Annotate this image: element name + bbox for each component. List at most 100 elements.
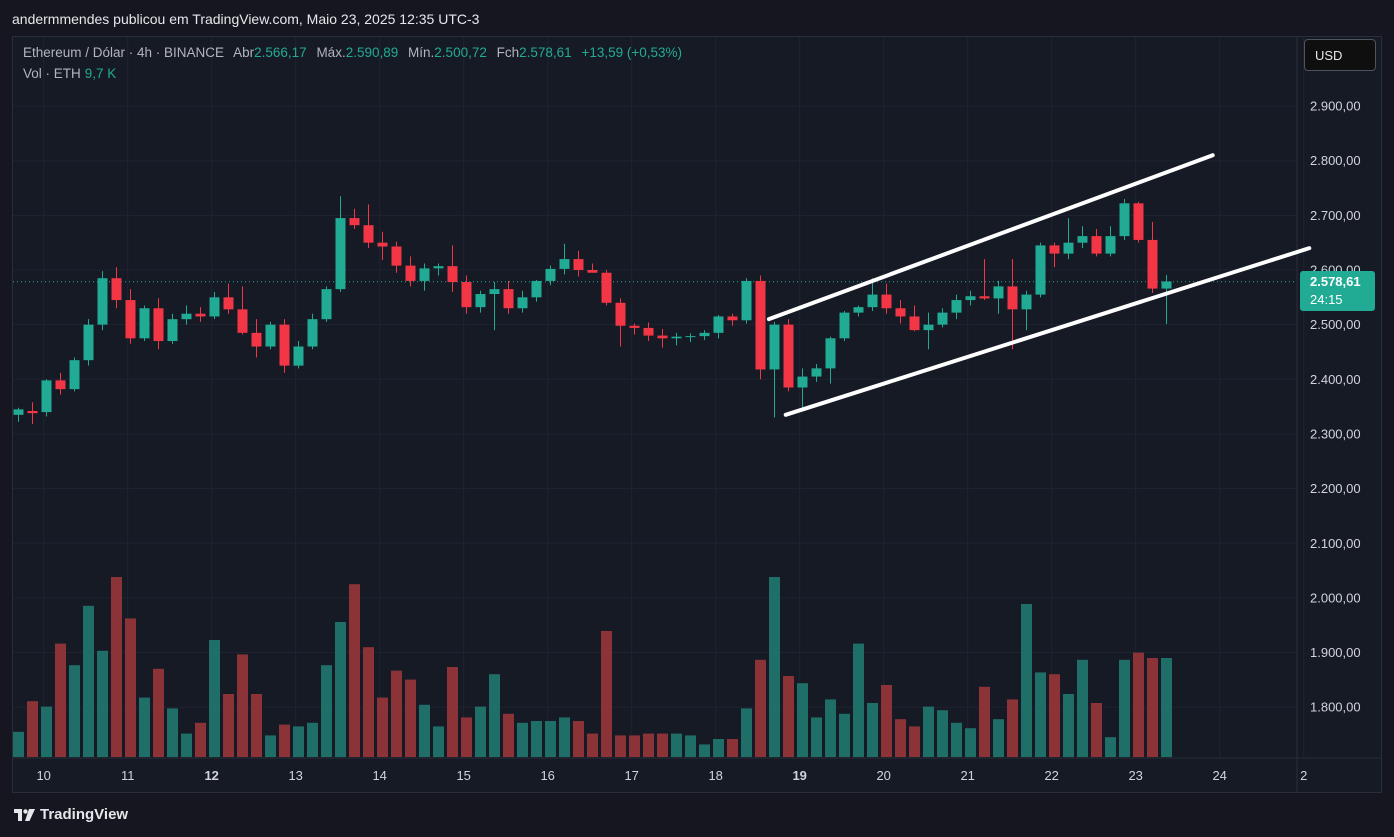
candle-body — [153, 308, 164, 342]
time-axis-label: 19 — [792, 768, 806, 783]
price-axis-label: 2.200,00 — [1310, 481, 1361, 496]
candle-body — [307, 319, 318, 347]
candle-body — [881, 294, 892, 309]
time-axis-label: 23 — [1128, 768, 1142, 783]
volume-bar — [797, 683, 808, 757]
candle-body — [475, 294, 486, 308]
candle-body — [895, 308, 906, 317]
volume-bar — [1133, 652, 1144, 757]
volume-bar — [1049, 674, 1060, 757]
volume-bar — [293, 726, 304, 757]
volume-bar — [1105, 737, 1116, 757]
time-axis-label: 11 — [121, 768, 135, 783]
candle-body — [321, 289, 332, 320]
candle-body — [1063, 242, 1074, 254]
volume-bar — [657, 733, 668, 757]
candle-body — [111, 278, 122, 301]
volume-bar — [377, 697, 388, 757]
candle-body — [433, 266, 444, 269]
volume-bar — [713, 739, 724, 757]
candle-body — [237, 309, 248, 333]
candle-body — [223, 297, 234, 310]
volume-bar — [587, 733, 598, 757]
candle-body — [713, 316, 724, 333]
price-axis-label: 2.100,00 — [1310, 536, 1361, 551]
volume-bar — [783, 676, 794, 757]
time-axis-label: 13 — [288, 768, 302, 783]
candle-body — [503, 289, 514, 309]
symbol-description[interactable]: Ethereum / Dólar · 4h · BINANCE — [23, 45, 225, 60]
open-label: Abr — [233, 45, 255, 60]
candle-body — [559, 259, 570, 269]
candle-body — [923, 324, 934, 331]
candle-body — [1161, 281, 1172, 289]
volume-bar — [503, 713, 514, 757]
volume-bar — [965, 728, 976, 757]
candle-body — [699, 332, 710, 337]
low-value: 2.500,72 — [434, 45, 487, 60]
candle-body — [69, 360, 80, 390]
candle-body — [55, 380, 66, 390]
volume-bar — [993, 719, 1004, 757]
candle-body — [1007, 286, 1018, 310]
candle-body — [251, 332, 262, 347]
volume-bar — [83, 605, 94, 757]
candle-body — [671, 336, 682, 339]
volume-bar — [811, 717, 822, 757]
volume-bar — [125, 618, 136, 757]
candle-body — [517, 297, 528, 309]
candle-body — [363, 225, 374, 243]
volume-bar — [909, 726, 920, 757]
volume-bar — [601, 631, 612, 757]
volume-bar — [489, 674, 500, 757]
candle-body — [139, 308, 150, 339]
price-axis-label: 2.500,00 — [1310, 317, 1361, 332]
price-axis-label: 2.900,00 — [1310, 99, 1361, 114]
candle-body — [391, 246, 402, 266]
volume-bar — [237, 654, 248, 757]
candle-body — [41, 380, 52, 413]
candle-body — [27, 410, 38, 414]
volume-bar — [1147, 658, 1158, 757]
tradingview-logo[interactable]: TradingView — [14, 806, 128, 823]
volume-bar — [251, 694, 262, 757]
volume-bar — [1091, 703, 1102, 757]
candle-body — [293, 346, 304, 366]
currency-button[interactable]: USD — [1304, 39, 1376, 71]
price-axis-label: 1.900,00 — [1310, 645, 1361, 660]
candle-body — [97, 278, 108, 325]
time-axis-label: 20 — [876, 768, 890, 783]
volume-bar — [223, 694, 234, 757]
time-axis-label: 16 — [540, 768, 554, 783]
candle-body — [839, 312, 850, 339]
candle-body — [349, 218, 360, 226]
candle-body — [783, 324, 794, 388]
time-axis-label: 24 — [1212, 768, 1226, 783]
time-axis-label: 15 — [456, 768, 470, 783]
candle-body — [727, 316, 738, 321]
candle-body — [335, 218, 346, 290]
volume-bar — [405, 679, 416, 757]
candle-body — [741, 280, 752, 321]
time-axis-label: 14 — [372, 768, 386, 783]
volume-bar — [615, 735, 626, 757]
candle-body — [419, 268, 430, 281]
volume-bar — [419, 704, 430, 757]
time-axis-label: 12 — [204, 768, 218, 783]
volume-label[interactable]: Vol · ETH — [23, 66, 81, 81]
candle-body — [13, 409, 24, 415]
candle-body — [853, 307, 864, 313]
candle-body — [643, 327, 654, 336]
candle-body — [951, 300, 962, 313]
volume-bar — [1063, 694, 1074, 757]
bar-countdown: 24:15 — [1310, 292, 1343, 307]
volume-bar — [1119, 659, 1130, 757]
price-axis-label: 2.400,00 — [1310, 372, 1361, 387]
volume-bar — [1021, 604, 1032, 757]
candle-body — [1119, 203, 1130, 237]
volume-bar — [629, 735, 640, 757]
volume-bar — [727, 739, 738, 757]
last-price-value: 2.578,61 — [1310, 274, 1361, 289]
candle-body — [1133, 203, 1144, 240]
